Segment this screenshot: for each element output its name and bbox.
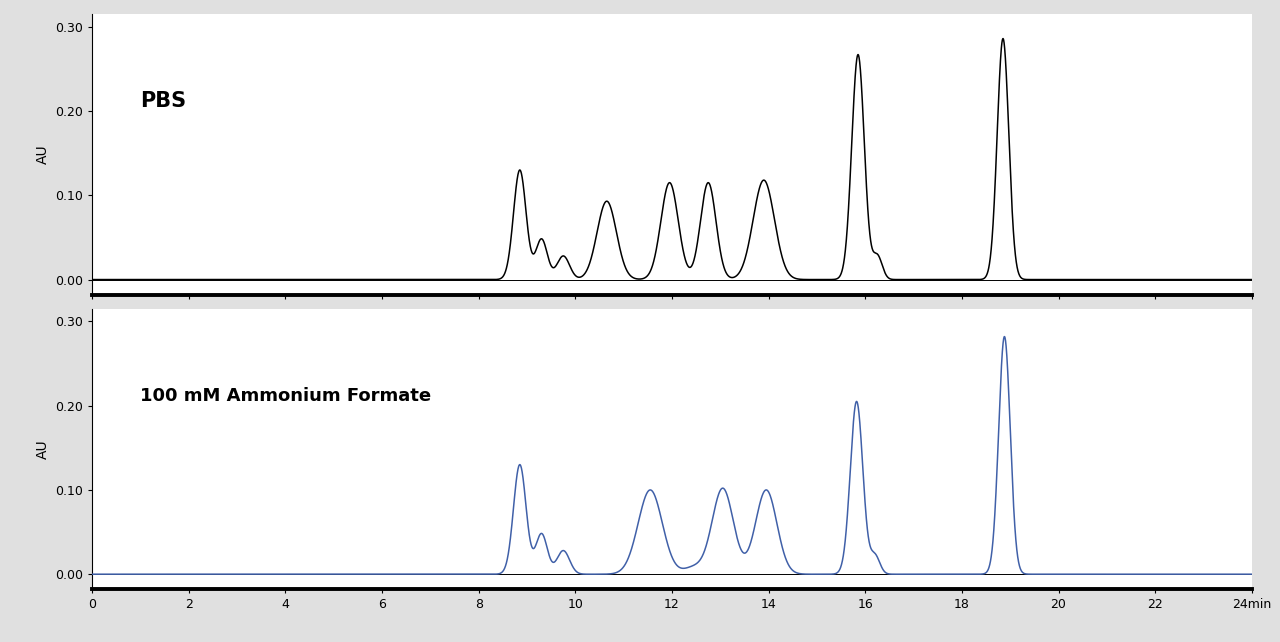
Text: PBS: PBS bbox=[141, 91, 187, 111]
Y-axis label: AU: AU bbox=[36, 439, 50, 459]
Y-axis label: AU: AU bbox=[36, 144, 50, 164]
Text: 100 mM Ammonium Formate: 100 mM Ammonium Formate bbox=[141, 387, 431, 406]
